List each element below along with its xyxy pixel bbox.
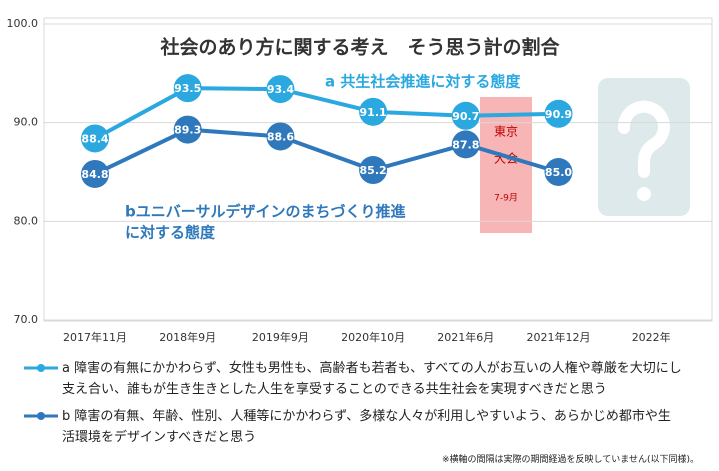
data-point: [81, 124, 109, 153]
legend-text: b 障害の有無、年齢、性別、人種等にかかわらず、多様な人々が利用しやすいよう、あ…: [62, 409, 671, 445]
data-point: [266, 122, 295, 151]
x-tick-label: 2021年12月: [527, 330, 591, 344]
data-point: [359, 156, 388, 185]
data-point: [266, 75, 295, 104]
chart-title: 社会のあり方に関する考え そう思う計の割合: [159, 36, 560, 59]
data-label: 87.8: [452, 138, 479, 151]
legend-swatch: [24, 364, 58, 372]
event-band: [480, 97, 532, 233]
data-point: [81, 159, 109, 188]
x-tick-label: 2019年9月: [252, 330, 309, 344]
data-label: 85.0: [545, 166, 572, 179]
series-line: [94, 127, 560, 176]
annotation: に対する態度: [125, 224, 216, 242]
footnote: ※横軸の間隔は実際の期間経過を反映していません(以下同様)。: [441, 455, 699, 465]
series-line: [94, 86, 559, 141]
y-tick-label: 80.0: [14, 214, 39, 227]
x-tick-label: 2018年9月: [159, 330, 216, 344]
data-label: 88.4: [81, 132, 108, 145]
data-point: [544, 99, 573, 128]
data-label: 89.3: [174, 124, 201, 137]
legend-item: b 障害の有無、年齢、性別、人種等にかかわらず、多様な人々が利用しやすいよう、あ…: [22, 406, 712, 448]
data-label: 88.6: [267, 130, 294, 143]
data-label: 93.4: [267, 83, 294, 96]
data-label: 91.1: [360, 106, 387, 119]
data-point: [451, 101, 480, 130]
y-tick-label: 90.0: [14, 116, 39, 129]
annotation: a 共生社会推進に対する態度: [325, 73, 521, 91]
plot-frame: [43, 17, 713, 322]
data-point: [359, 97, 388, 126]
x-tick-label: 2022年: [632, 330, 671, 344]
data-point: [451, 130, 480, 159]
legend-item: a 障害の有無にかかわらず、女性も男性も、高齢者も若者も、すべての人がお互いの人…: [22, 358, 712, 400]
event-period: 7-9月: [494, 193, 518, 204]
data-label: 90.7: [452, 110, 479, 123]
x-tick-label: 2017年11月: [63, 330, 127, 344]
data-label: 84.8: [81, 168, 108, 181]
x-tick-label: 2020年10月: [341, 330, 405, 344]
data-label: 93.5: [174, 82, 201, 95]
data-point: [173, 115, 202, 144]
legend-swatch: [24, 412, 58, 420]
data-point: [544, 158, 573, 186]
chart: 社会のあり方に関する考え そう思う計の割合 a 共生社会推進に対する態度 bユニ…: [7, 17, 713, 344]
x-tick-label: 2021年6月: [437, 330, 494, 344]
y-tick-label: 100.0: [7, 17, 39, 30]
question-icon: [598, 78, 690, 216]
y-tick-label: 70.0: [14, 313, 39, 326]
data-label: 85.2: [360, 164, 387, 177]
data-point: [173, 74, 202, 103]
annotation: bユニバーサルデザインのまちづくり推進: [125, 203, 406, 221]
event-label: 東京: [494, 125, 518, 139]
data-label: 90.9: [545, 108, 572, 121]
legend-text: a 障害の有無にかかわらず、女性も男性も、高齢者も若者も、すべての人がお互いの人…: [62, 361, 682, 397]
